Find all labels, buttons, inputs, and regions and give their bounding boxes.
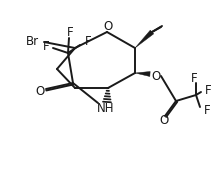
- Text: F: F: [204, 103, 210, 117]
- Text: F: F: [205, 83, 211, 96]
- Text: Br: Br: [25, 35, 39, 47]
- Polygon shape: [135, 71, 150, 76]
- Text: F: F: [85, 35, 91, 47]
- Text: NH: NH: [97, 101, 115, 115]
- Polygon shape: [135, 30, 154, 48]
- Text: O: O: [151, 69, 161, 83]
- Text: O: O: [103, 20, 113, 33]
- Text: O: O: [159, 115, 169, 127]
- Text: F: F: [67, 25, 73, 38]
- Text: F: F: [43, 40, 49, 52]
- Text: F: F: [191, 71, 197, 84]
- Text: O: O: [35, 84, 45, 98]
